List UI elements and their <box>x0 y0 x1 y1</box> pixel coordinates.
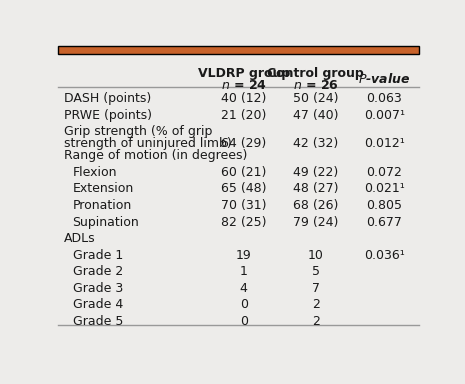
Text: 64 (29): 64 (29) <box>221 137 266 150</box>
Text: DASH (points): DASH (points) <box>64 92 151 105</box>
Text: 19: 19 <box>236 249 252 262</box>
Text: 10: 10 <box>308 249 324 262</box>
Text: 0: 0 <box>240 315 248 328</box>
Text: Range of motion (in degrees): Range of motion (in degrees) <box>64 149 247 162</box>
Text: 65 (48): 65 (48) <box>221 182 266 195</box>
Text: Supination: Supination <box>73 215 140 228</box>
Text: 4: 4 <box>240 282 248 295</box>
Text: 0: 0 <box>240 298 248 311</box>
Text: $P$-value: $P$-value <box>358 72 411 86</box>
Text: 49 (22): 49 (22) <box>293 166 339 179</box>
Text: 1: 1 <box>240 265 248 278</box>
Text: 42 (32): 42 (32) <box>293 137 339 150</box>
Text: Grade 4: Grade 4 <box>73 298 123 311</box>
Text: Grip strength (% of grip: Grip strength (% of grip <box>64 124 212 137</box>
Text: 48 (27): 48 (27) <box>293 182 339 195</box>
Text: 2: 2 <box>312 298 320 311</box>
Text: 50 (24): 50 (24) <box>293 92 339 105</box>
Text: 47 (40): 47 (40) <box>293 109 339 122</box>
Text: 60 (21): 60 (21) <box>221 166 266 179</box>
Text: Grade 3: Grade 3 <box>73 282 123 295</box>
Text: 0.021¹: 0.021¹ <box>364 182 405 195</box>
Text: $n$ = 26: $n$ = 26 <box>293 79 339 92</box>
Text: Pronation: Pronation <box>73 199 132 212</box>
Text: 7: 7 <box>312 282 320 295</box>
Text: $n$ = 24: $n$ = 24 <box>221 79 267 92</box>
Text: PRWE (points): PRWE (points) <box>64 109 152 122</box>
Text: 0.007¹: 0.007¹ <box>364 109 405 122</box>
Text: 0.063: 0.063 <box>366 92 402 105</box>
Text: 79 (24): 79 (24) <box>293 215 339 228</box>
Text: VLDRP group: VLDRP group <box>198 67 290 80</box>
Text: 21 (20): 21 (20) <box>221 109 266 122</box>
Text: 2: 2 <box>312 315 320 328</box>
Text: strength of uninjured limb): strength of uninjured limb) <box>64 137 231 150</box>
Text: 0.805: 0.805 <box>366 199 402 212</box>
Text: Control group: Control group <box>267 67 364 80</box>
Text: 68 (26): 68 (26) <box>293 199 339 212</box>
Text: 40 (12): 40 (12) <box>221 92 266 105</box>
Text: 5: 5 <box>312 265 320 278</box>
Text: 0.012¹: 0.012¹ <box>364 137 405 150</box>
FancyBboxPatch shape <box>58 46 418 55</box>
Text: Grade 2: Grade 2 <box>73 265 123 278</box>
Text: 0.072: 0.072 <box>366 166 402 179</box>
Text: 0.677: 0.677 <box>366 215 402 228</box>
Text: Flexion: Flexion <box>73 166 117 179</box>
Text: ADLs: ADLs <box>64 232 95 245</box>
Text: 0.036¹: 0.036¹ <box>364 249 405 262</box>
Text: 70 (31): 70 (31) <box>221 199 266 212</box>
Text: Grade 1: Grade 1 <box>73 249 123 262</box>
Text: 82 (25): 82 (25) <box>221 215 266 228</box>
Text: Grade 5: Grade 5 <box>73 315 123 328</box>
Text: Extension: Extension <box>73 182 134 195</box>
